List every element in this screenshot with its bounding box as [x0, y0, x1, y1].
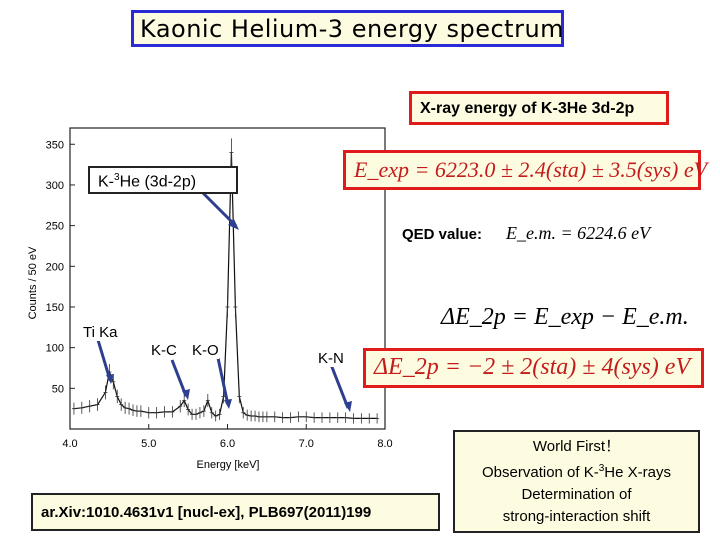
kc-label: K-C [151, 342, 177, 359]
exp-equation-box: E_exp = 6223.0 ± 2.4(sta) ± 3.5(sys) eV [343, 150, 707, 190]
y-axis-label: Counts / 50 eV [27, 246, 39, 319]
summary-line-1: World First！ [532, 438, 621, 455]
qed-equation: E_e.m. = 6224.6 eV [506, 223, 651, 243]
kn-label: K-N [318, 350, 344, 367]
ti-label: Ti Ka [83, 324, 118, 341]
delta-value-box: ΔE_2p = −2 ± 2(sta) ± 4(sys) eV [363, 348, 704, 388]
y-ticks: 50 100 150 200 250 300 350 [46, 139, 75, 395]
slide-title: Kaonic Helium-3 energy spectrum [140, 15, 565, 43]
x-tick-label: 4.0 [62, 438, 77, 450]
qed-label: QED value: [402, 226, 483, 243]
y-tick-label: 100 [46, 343, 64, 355]
kc-arrowhead [182, 389, 190, 400]
data-points [71, 138, 380, 424]
reference-box: ar.Xiv:1010.4631v1 [nucl-ex], PLB697(201… [31, 493, 440, 531]
exp-equation: E_exp = 6223.0 ± 2.4(sta) ± 3.5(sys) eV [354, 157, 708, 182]
slide-title-box: Kaonic Helium-3 energy spectrum [131, 10, 564, 47]
y-tick-label: 50 [52, 383, 64, 395]
kn-arrow [328, 361, 350, 409]
peak-arrow [200, 190, 238, 228]
x-tick-label: 5.0 [141, 438, 156, 450]
x-ticks: 4.0 5.0 6.0 7.0 8.0 [62, 424, 393, 450]
ko-arrow [216, 357, 230, 406]
peak-arrowhead [228, 219, 239, 230]
summary-line-4: strong-interaction shift [502, 508, 651, 525]
delta-value-equation: ΔE_2p = −2 ± 2(sta) ± 4(sys) eV [374, 354, 691, 380]
summary-line-2: Observation of K-3He X-rays [482, 463, 671, 481]
ti-arrowhead [106, 374, 114, 384]
y-tick-label: 250 [46, 221, 64, 233]
x-tick-label: 6.0 [220, 438, 235, 450]
peak-label: K-3He (3d-2p) [98, 172, 197, 191]
x-tick-label: 8.0 [377, 438, 392, 450]
ti-arrow [96, 339, 112, 381]
arrowheads [106, 219, 352, 412]
peak-label-box: K-3He (3d-2p) [88, 166, 238, 194]
ko-arrowhead [224, 399, 232, 409]
y-tick-label: 300 [46, 180, 64, 192]
x-axis-label: Energy [keV] [197, 459, 260, 471]
kc-arrow [170, 359, 188, 397]
delta-definition: ΔE_2p = E_exp − E_e.m. [441, 304, 689, 330]
qed-box: QED value: E_e.m. = 6224.6 eV [398, 221, 668, 251]
y-tick-label: 150 [46, 302, 64, 314]
xray-energy-box: X-ray energy of K-3He 3d-2p [409, 91, 669, 125]
y-tick-label: 350 [46, 139, 64, 151]
arrows [96, 190, 350, 409]
summary-line-3: Determination of [521, 486, 632, 503]
x-tick-label: 7.0 [299, 438, 314, 450]
summary-box: World First！ Observation of K-3He X-rays… [453, 430, 700, 533]
y-tick-label: 200 [46, 261, 64, 273]
ko-label: K-O [192, 342, 219, 359]
kn-arrowhead [344, 401, 352, 412]
delta-definition-box: ΔE_2p = E_exp − E_e.m. [437, 302, 689, 338]
xray-energy-label: X-ray energy of K-3He 3d-2p [420, 100, 635, 117]
reference-text: ar.Xiv:1010.4631v1 [nucl-ex], PLB697(201… [41, 504, 372, 521]
